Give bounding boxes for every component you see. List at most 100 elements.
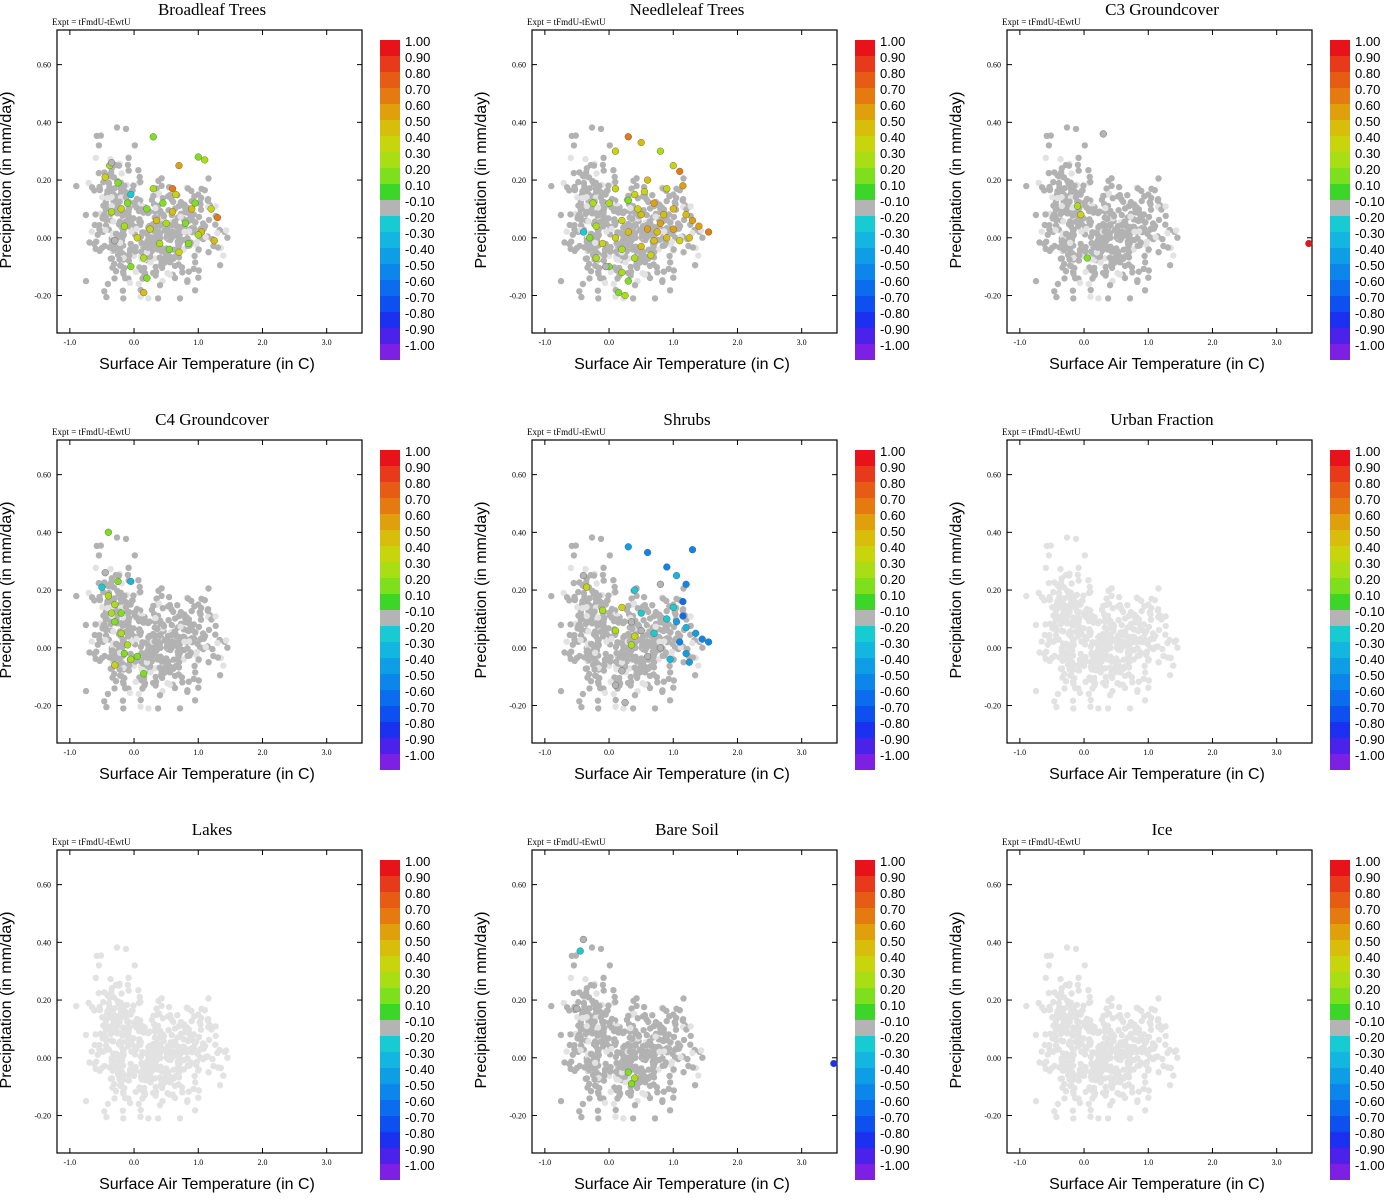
background-point	[665, 635, 673, 642]
background-point	[155, 587, 162, 594]
data-point	[618, 603, 626, 612]
colorbar-swatch	[855, 184, 875, 200]
background-point	[622, 259, 629, 266]
background-point	[600, 618, 607, 625]
background-point	[576, 1108, 583, 1115]
colorbar-label: 0.90	[405, 870, 430, 885]
background-point	[1125, 613, 1133, 620]
background-point	[645, 1018, 652, 1026]
background-point	[1049, 604, 1056, 611]
colorbar-label: -0.80	[405, 1126, 435, 1141]
colorbar-label: 0.40	[880, 130, 905, 145]
background-point	[1101, 255, 1109, 262]
background-point	[601, 246, 609, 253]
colorbar-swatch	[855, 626, 875, 642]
colorbar-label: 0.10	[405, 588, 430, 603]
colorbar-swatch	[380, 738, 400, 754]
background-point	[639, 680, 646, 687]
background-point	[611, 218, 618, 225]
colorbar-swatch	[855, 972, 875, 988]
background-point	[120, 270, 127, 278]
experiment-label: Expt = tFmdU-tEwtU	[527, 837, 606, 847]
background-point	[631, 1102, 639, 1109]
background-point	[1134, 687, 1141, 694]
background-point	[1170, 252, 1177, 259]
data-point	[679, 612, 687, 620]
data-point	[679, 597, 687, 606]
background-point	[600, 208, 607, 215]
data-point	[149, 185, 157, 193]
background-point	[136, 1038, 143, 1045]
x-tick-label: -1.0	[64, 748, 77, 757]
x-tick-label: 2.0	[257, 748, 267, 757]
colorbar-swatch	[855, 860, 875, 876]
background-point	[135, 577, 142, 584]
background-point	[592, 659, 600, 666]
background-point	[570, 579, 577, 587]
background-point	[613, 658, 620, 665]
background-point	[126, 1066, 134, 1073]
data-point	[107, 609, 116, 617]
background-point	[639, 270, 646, 277]
data-point	[117, 609, 125, 617]
colorbar-label: -0.40	[880, 1062, 910, 1077]
background-point	[1141, 193, 1148, 200]
background-point	[657, 1025, 664, 1033]
background-point	[667, 1039, 674, 1046]
colorbar-label: -0.10	[1355, 194, 1385, 209]
background-point	[627, 204, 634, 212]
background-point	[645, 1066, 652, 1073]
background-point	[185, 638, 193, 645]
background-point	[570, 169, 577, 177]
background-point	[96, 596, 104, 604]
y-tick-label: 0.60	[512, 61, 526, 70]
background-point	[1125, 650, 1132, 658]
background-point	[93, 1058, 100, 1065]
background-point	[586, 595, 593, 602]
background-point	[600, 167, 607, 174]
background-point	[181, 638, 188, 645]
background-point	[594, 614, 602, 621]
background-point	[603, 220, 610, 228]
background-point	[1042, 211, 1049, 218]
background-point	[594, 204, 602, 211]
background-point	[597, 535, 605, 543]
background-point	[131, 1019, 138, 1026]
colorbar-swatch	[1330, 658, 1350, 674]
background-point	[600, 577, 607, 584]
background-point	[1058, 255, 1066, 262]
background-point	[170, 198, 177, 206]
background-point	[570, 552, 578, 559]
background-point	[1036, 239, 1043, 246]
background-point	[587, 608, 594, 615]
colorbar-label: -0.40	[1355, 652, 1385, 667]
background-point	[1145, 656, 1152, 663]
background-point	[202, 233, 209, 241]
colorbar-label: 0.20	[880, 162, 905, 177]
background-point	[151, 1075, 158, 1082]
data-point	[210, 237, 218, 245]
background-point	[596, 1002, 603, 1009]
background-point	[594, 1029, 601, 1036]
background-point	[224, 644, 231, 651]
colorbar-label: -0.10	[880, 194, 910, 209]
background-point	[202, 643, 209, 651]
data-point	[201, 156, 209, 164]
colorbar-label: -0.60	[1355, 684, 1385, 699]
colorbar-label: -0.70	[405, 290, 435, 305]
colorbar-swatch	[380, 296, 400, 312]
background-point	[1097, 259, 1104, 266]
background-point	[1162, 631, 1169, 638]
background-point	[190, 635, 198, 642]
background-point	[1070, 680, 1077, 688]
data-point	[676, 237, 684, 245]
background-point	[152, 682, 159, 689]
background-point	[606, 1067, 614, 1075]
background-point	[649, 192, 656, 199]
background-point	[1110, 622, 1117, 629]
background-point	[1115, 593, 1123, 601]
background-point	[680, 175, 687, 182]
colorbar-label: -0.20	[405, 210, 435, 225]
background-point	[82, 211, 90, 219]
background-point	[145, 644, 152, 651]
